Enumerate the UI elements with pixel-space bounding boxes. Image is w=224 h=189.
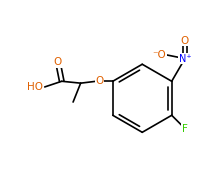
Text: O: O bbox=[95, 76, 104, 86]
Text: O: O bbox=[54, 57, 62, 67]
Text: F: F bbox=[182, 124, 188, 133]
Text: HO: HO bbox=[27, 82, 43, 92]
Text: N⁺: N⁺ bbox=[179, 54, 191, 64]
Text: ⁻O: ⁻O bbox=[152, 50, 166, 60]
Text: O: O bbox=[181, 36, 189, 46]
